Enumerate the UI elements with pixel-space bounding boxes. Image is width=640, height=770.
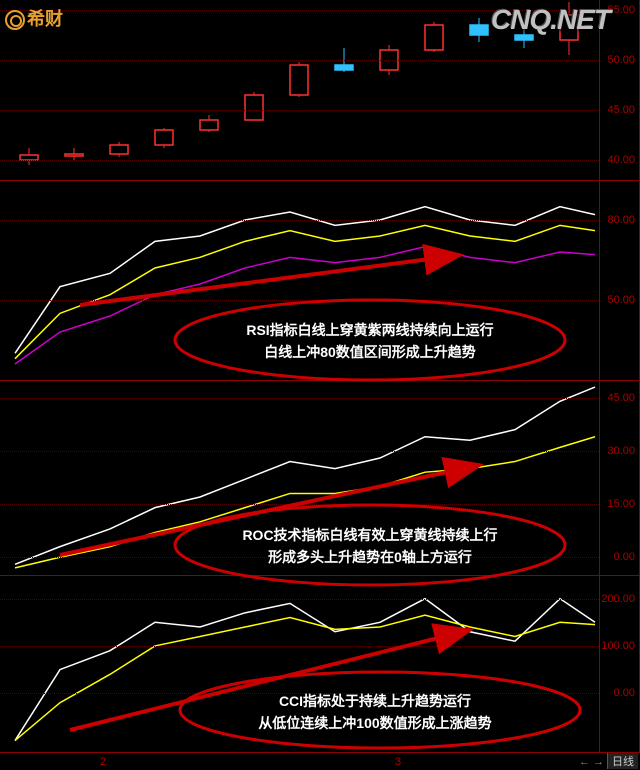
cci-yaxis: 0.00100.00200.00	[599, 575, 639, 752]
nav-arrows[interactable]: ← →	[579, 756, 604, 768]
bottom-bar: 2 3 ← → 日线	[0, 752, 640, 770]
logo-left: 希财	[5, 5, 63, 31]
annotation-text-1: ROC技术指标白线有效上穿黄线持续上行形成多头上升趋势在0轴上方运行	[210, 524, 530, 569]
rsi-yaxis: 50.0080.00	[599, 180, 639, 380]
xaxis-label-1: 2	[100, 756, 106, 768]
annotation-text-2: CCI指标处于持续上升趋势运行从低位连续上冲100数值形成上涨趋势	[215, 690, 535, 735]
roc-yaxis: 0.0015.0030.0045.00	[599, 380, 639, 575]
annotation-text-0: RSI指标白线上穿黄紫两线持续向上运行白线上冲80数值区间形成上升趋势	[210, 319, 530, 364]
timeframe-button[interactable]: 日线	[607, 753, 638, 769]
logo-right-watermark: CNQ.NET	[491, 4, 610, 36]
xaxis-label-2: 3	[395, 756, 401, 768]
